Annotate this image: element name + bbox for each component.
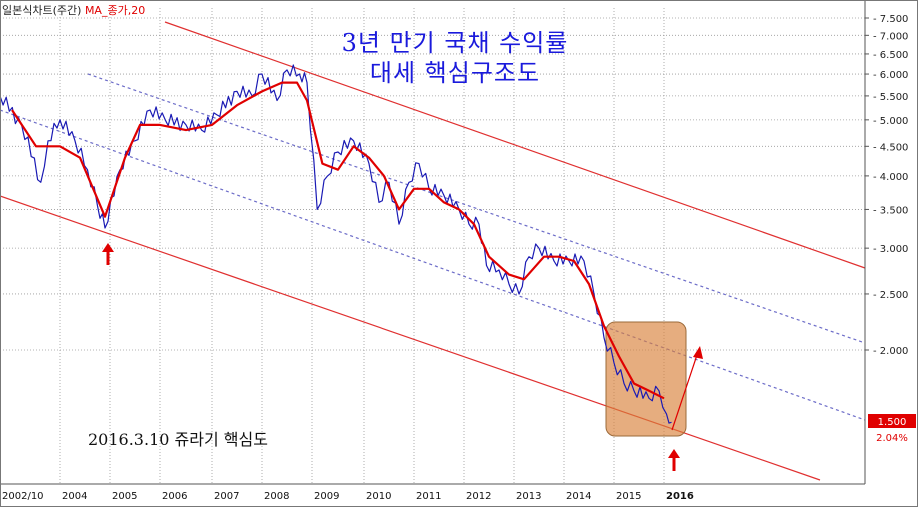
x-tick-label: 2007 [214,491,239,502]
projection-arrow-line [671,351,699,431]
legend-ma-label: MA_종가,20 [84,4,146,17]
x-tick-label: 2009 [314,491,339,502]
ma-series-line [11,81,665,400]
x-tick-label: 2006 [162,491,187,502]
x-tick-label: 2013 [516,491,541,502]
last-price-badge [868,414,916,428]
chart-title: 3년 만기 국채 수익률 대세 핵심구조도 [285,28,625,88]
legend-price-label: 일본식차트(주간) [2,4,82,17]
arrow-2004-low-head [102,243,114,252]
x-tick-label: 2012 [466,491,491,502]
y-tick-label: - 2.000 [873,346,908,357]
projection-arrow-head [693,346,703,359]
arrow-2016-low-head [668,449,680,458]
y-tick-label: - 3.000 [873,244,908,255]
x-tick-label: 2005 [112,491,137,502]
chart-title-line-2: 대세 핵심구조도 [369,59,541,87]
channel-upper-line [164,21,866,269]
y-tick-label: - 4.500 [873,142,908,153]
x-tick-label: 2002/10 [2,491,44,502]
y-tick-label: - 7.000 [873,31,908,42]
y-tick-label: - 5.500 [873,92,908,103]
y-tick-label: - 4.000 [873,172,908,183]
highlight-box [605,321,687,437]
x-tick-label: 2010 [366,491,391,502]
x-tick-label: 2014 [566,491,591,502]
chart-title-line-1: 3년 만기 국채 수익률 [341,29,569,57]
y-tick-label: - 6.000 [873,70,908,81]
channel-mid-upper-line [87,73,866,344]
y-tick-label: - 2.500 [873,290,908,301]
y-tick-label: - 3.500 [873,205,908,216]
last-change-label: 2.04% [876,433,908,444]
last-price-label: 1.500 [878,417,907,428]
x-tick-label: 2008 [264,491,289,502]
chart-note: 2016.3.10 쥬라기 핵심도 [88,430,268,449]
x-tick-label: 2016 [666,491,694,502]
x-tick-label: 2011 [416,491,441,502]
y-tick-label: - 7.500 [873,14,908,25]
y-tick-label: - 6.500 [873,50,908,61]
y-tick-label: - 5.000 [873,116,908,127]
x-tick-label: 2015 [616,491,641,502]
x-tick-label: 2004 [62,491,87,502]
legend: 일본식차트(주간) MA_종가,20 [2,2,145,18]
